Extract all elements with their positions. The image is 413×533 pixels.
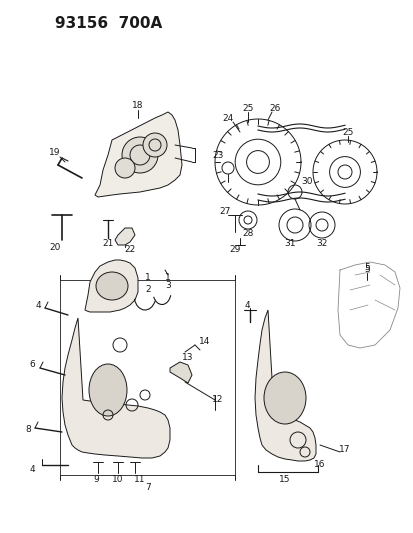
Text: 30: 30 bbox=[301, 177, 312, 187]
Text: 27: 27 bbox=[219, 207, 230, 216]
Text: 1: 1 bbox=[145, 273, 150, 282]
Text: 15: 15 bbox=[279, 475, 290, 484]
Text: 4: 4 bbox=[29, 465, 35, 474]
Text: 3: 3 bbox=[165, 280, 171, 289]
Text: 31: 31 bbox=[284, 239, 295, 248]
Polygon shape bbox=[85, 260, 138, 312]
Text: 22: 22 bbox=[124, 246, 135, 254]
Text: 20: 20 bbox=[49, 244, 61, 253]
Ellipse shape bbox=[96, 272, 128, 300]
Text: 93156  700A: 93156 700A bbox=[55, 16, 162, 31]
Text: 28: 28 bbox=[242, 230, 253, 238]
Text: 32: 32 bbox=[316, 239, 327, 248]
Text: 4: 4 bbox=[244, 301, 249, 310]
Text: 19: 19 bbox=[49, 148, 61, 157]
Circle shape bbox=[122, 137, 158, 173]
Polygon shape bbox=[115, 228, 135, 245]
Text: 8: 8 bbox=[25, 425, 31, 434]
Text: 17: 17 bbox=[338, 446, 350, 455]
Text: 7: 7 bbox=[145, 483, 150, 492]
Text: 12: 12 bbox=[212, 395, 223, 405]
Bar bbox=[60, 280, 235, 475]
Text: 29: 29 bbox=[229, 246, 240, 254]
Text: 21: 21 bbox=[102, 238, 114, 247]
Text: 5: 5 bbox=[363, 263, 369, 272]
Text: 5: 5 bbox=[363, 265, 369, 274]
Text: 25: 25 bbox=[242, 103, 253, 112]
Circle shape bbox=[142, 133, 166, 157]
Text: 1: 1 bbox=[165, 273, 171, 282]
Text: 11: 11 bbox=[134, 475, 145, 484]
Text: 23: 23 bbox=[212, 150, 223, 159]
Ellipse shape bbox=[89, 364, 127, 416]
Text: 13: 13 bbox=[182, 353, 193, 362]
Text: 2: 2 bbox=[145, 286, 150, 295]
Text: 16: 16 bbox=[313, 461, 325, 470]
Polygon shape bbox=[254, 310, 315, 461]
Text: 14: 14 bbox=[199, 337, 210, 346]
Circle shape bbox=[115, 158, 135, 178]
Text: 4: 4 bbox=[35, 301, 41, 310]
Text: 10: 10 bbox=[112, 475, 123, 484]
Text: 25: 25 bbox=[342, 127, 353, 136]
Polygon shape bbox=[170, 362, 192, 383]
Polygon shape bbox=[95, 112, 182, 197]
Text: 24: 24 bbox=[222, 114, 233, 123]
Text: 18: 18 bbox=[132, 101, 143, 109]
Text: 6: 6 bbox=[29, 360, 35, 369]
Polygon shape bbox=[62, 318, 170, 458]
Ellipse shape bbox=[263, 372, 305, 424]
Text: 26: 26 bbox=[269, 103, 280, 112]
Text: 9: 9 bbox=[93, 475, 99, 484]
